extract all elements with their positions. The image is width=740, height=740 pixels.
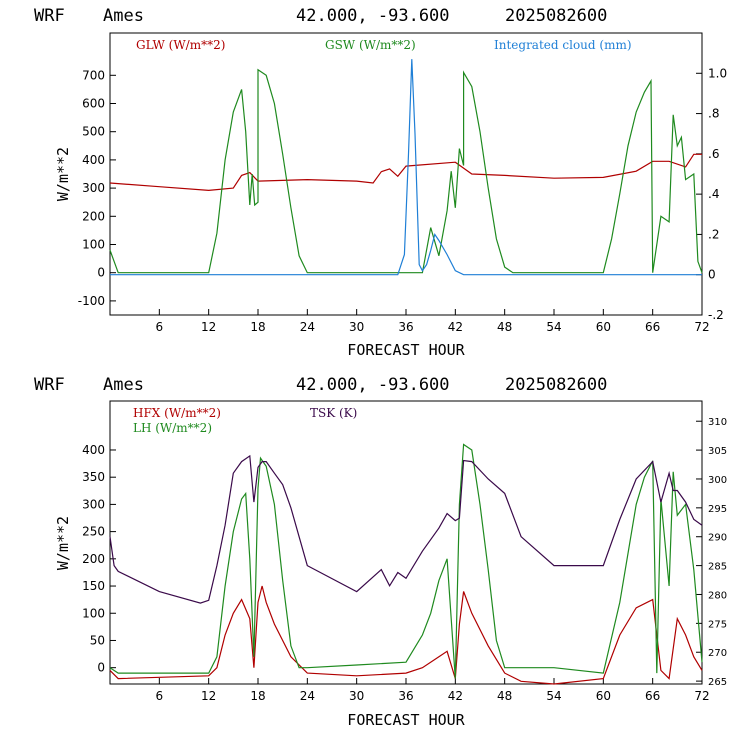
y2-tick-label: 275 — [708, 619, 727, 630]
y-axis-label-bottom: W/m**2 — [54, 516, 72, 570]
x-tick-label: 60 — [596, 320, 611, 334]
header-model: WRF — [34, 375, 65, 395]
y2-tick-label: .4 — [708, 187, 719, 201]
y2-tick-label: 265 — [708, 677, 727, 688]
x-tick-label: 6 — [156, 320, 164, 334]
legend-hfx: HFX (W/m**2) — [133, 406, 221, 420]
x-tick-label: 54 — [546, 689, 561, 703]
legend-cloud: Integrated cloud (mm) — [494, 38, 632, 52]
y2-tick-label: 305 — [708, 446, 727, 457]
legend-tsk: TSK (K) — [310, 406, 357, 420]
x-tick-label: 42 — [448, 320, 463, 334]
x-tick-label: 48 — [497, 320, 512, 334]
y-tick-label: 100 — [82, 606, 105, 620]
x-tick-label: 36 — [398, 320, 413, 334]
y-tick-label: 50 — [90, 633, 105, 647]
y-tick-label: -100 — [78, 294, 105, 308]
header-run: 2025082600 — [505, 375, 607, 395]
x-tick-label: 24 — [300, 689, 315, 703]
x-tick-label: 36 — [398, 689, 413, 703]
y-tick-label: 600 — [82, 97, 105, 111]
series-line-lh — [109, 443, 703, 679]
y-tick-label: 400 — [82, 443, 105, 457]
header-model: WRF — [34, 6, 65, 26]
y2-tick-label: 0 — [708, 268, 716, 282]
series-line-glw — [109, 153, 702, 192]
x-tick-label: 30 — [349, 320, 364, 334]
y-tick-label: 700 — [82, 68, 105, 82]
y-tick-label: 400 — [82, 153, 105, 167]
y-tick-label: 200 — [82, 209, 105, 223]
legend-lh: LH (W/m**2) — [133, 421, 212, 435]
x-tick-label: 60 — [596, 689, 611, 703]
x-tick-label: 72 — [694, 689, 709, 703]
y-tick-label: 150 — [82, 579, 105, 593]
y-tick-label: 500 — [82, 125, 105, 139]
x-tick-label: 66 — [645, 320, 660, 334]
x-tick-label: 18 — [250, 320, 265, 334]
y-tick-label: 200 — [82, 552, 105, 566]
x-tick-label: 48 — [497, 689, 512, 703]
header-station: Ames — [103, 6, 144, 26]
legend-gsw: GSW (W/m**2) — [325, 38, 416, 52]
header-coords: 42.000, -93.600 — [296, 6, 450, 26]
y2-tick-label: .2 — [708, 227, 719, 241]
y-tick-label: 100 — [82, 238, 105, 252]
y2-tick-label: 295 — [708, 504, 727, 515]
y2-tick-label: 290 — [708, 533, 727, 544]
y2-tick-label: 300 — [708, 475, 727, 486]
x-tick-label: 18 — [250, 689, 265, 703]
y-tick-label: 0 — [97, 266, 105, 280]
series-line-gsw — [109, 68, 703, 274]
y-tick-label: 250 — [82, 525, 105, 539]
header-coords: 42.000, -93.600 — [296, 375, 450, 395]
series-line-tsk — [109, 454, 703, 604]
x-tick-label: 42 — [448, 689, 463, 703]
y2-tick-label: 285 — [708, 562, 727, 573]
y2-tick-label: .6 — [708, 147, 719, 161]
y-axis-label-top: W/m**2 — [54, 147, 72, 201]
y-tick-label: 300 — [82, 181, 105, 195]
y2-tick-label: -.2 — [708, 308, 724, 322]
y2-tick-label: 270 — [708, 648, 727, 659]
series-line-cloud — [110, 59, 702, 276]
x-tick-label: 24 — [300, 320, 315, 334]
x-tick-label: 72 — [694, 320, 709, 334]
x-tick-label: 12 — [201, 689, 216, 703]
x-tick-label: 12 — [201, 320, 216, 334]
y-tick-label: 300 — [82, 497, 105, 511]
x-axis-label-top: FORECAST HOUR — [347, 341, 465, 359]
legend-glw: GLW (W/m**2) — [136, 38, 225, 52]
x-tick-label: 30 — [349, 689, 364, 703]
plot-frame-bottom — [109, 400, 703, 685]
y2-tick-label: 280 — [708, 590, 727, 601]
x-tick-label: 66 — [645, 689, 660, 703]
x-axis-label-bottom: FORECAST HOUR — [347, 711, 465, 729]
header-run: 2025082600 — [505, 6, 607, 26]
x-tick-label: 54 — [546, 320, 561, 334]
series-line-hfx — [109, 585, 703, 685]
y2-tick-label: 310 — [708, 417, 727, 428]
y2-tick-label: .8 — [708, 107, 719, 121]
x-tick-label: 6 — [156, 689, 164, 703]
y2-tick-label: 1.0 — [708, 66, 727, 80]
header-station: Ames — [103, 375, 144, 395]
y-tick-label: 0 — [97, 661, 105, 675]
y-tick-label: 350 — [82, 470, 105, 484]
